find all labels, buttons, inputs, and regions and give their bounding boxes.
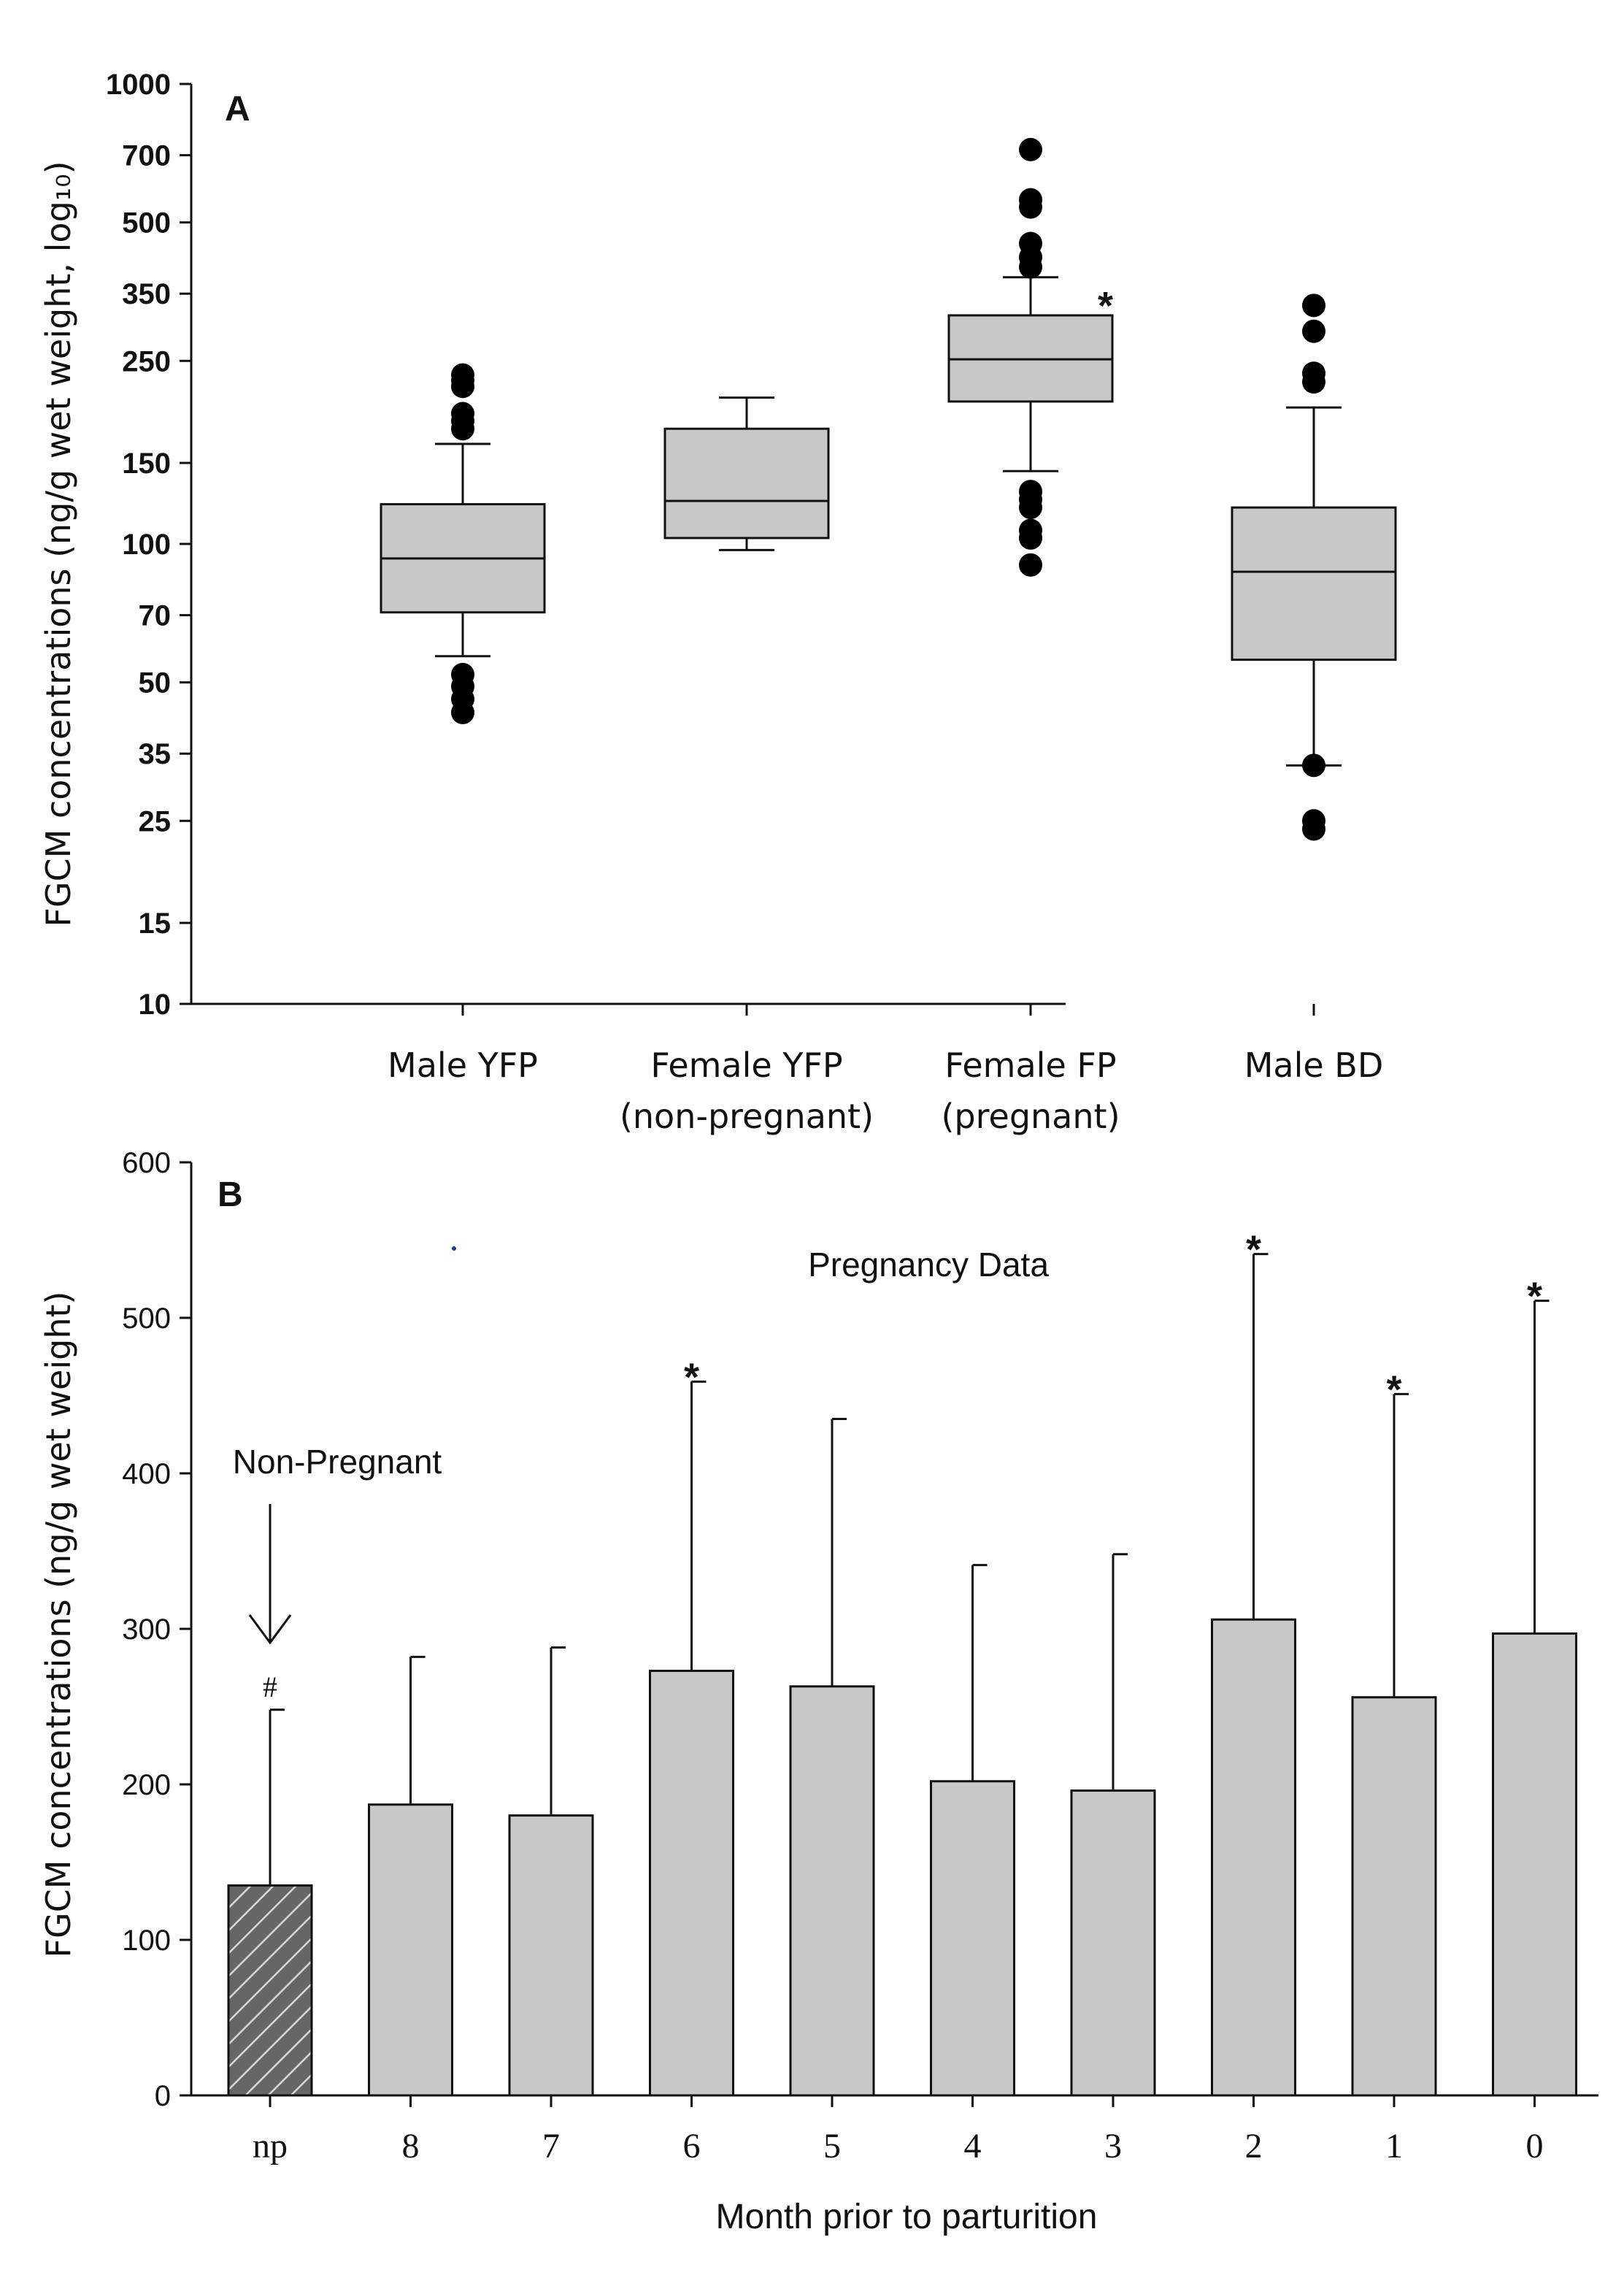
significance-marker: * xyxy=(684,1355,699,1399)
x-tick-label: 3 xyxy=(1104,2127,1122,2165)
x-category-label: Male YFP xyxy=(388,1046,538,1085)
bar xyxy=(1492,1632,1577,2097)
bar xyxy=(1070,1789,1156,2097)
outlier-point xyxy=(1019,553,1042,577)
y-tick-label: 400 xyxy=(122,1458,171,1490)
x-category-label: Male BD xyxy=(1244,1046,1384,1085)
outlier-point xyxy=(1302,817,1325,841)
bar-group-np: # xyxy=(227,1670,313,2097)
x-tick-label: 5 xyxy=(823,2127,841,2165)
panel-label: B xyxy=(218,1175,243,1214)
y-tick-label: 700 xyxy=(122,140,171,172)
significance-marker: # xyxy=(263,1670,277,1703)
bar-group-8 xyxy=(368,1655,453,2097)
outlier-point xyxy=(1302,319,1325,343)
bar xyxy=(227,1884,313,2097)
panel-label: A xyxy=(225,90,250,128)
outlier-point xyxy=(1019,526,1042,550)
y-tick-label: 150 xyxy=(122,448,171,480)
box-4 xyxy=(1231,294,1397,841)
bar xyxy=(789,1685,875,2097)
bar-group-1: * xyxy=(1351,1367,1437,2097)
box-iqr xyxy=(1231,506,1397,661)
outlier-point xyxy=(1302,370,1325,394)
y-tick-label: 35 xyxy=(139,738,172,770)
x-tick-label: 6 xyxy=(683,2127,701,2165)
x-tick-label: 1 xyxy=(1385,2127,1403,2165)
chart-title: Pregnancy Data xyxy=(808,1246,1049,1284)
significance-marker: * xyxy=(1527,1275,1542,1319)
y-tick-label: 100 xyxy=(122,1925,171,1957)
y-tick-label: 25 xyxy=(139,805,172,837)
y-tick-label: 0 xyxy=(155,2080,171,2112)
y-tick-label: 500 xyxy=(122,1303,171,1335)
outlier-point xyxy=(1019,137,1042,161)
bar xyxy=(930,1780,1015,2097)
bar-group-7 xyxy=(508,1646,594,2097)
y-tick-label: 10 xyxy=(139,989,172,1021)
y-axis-title: FGCM concentrations (ng/g wet weight, lo… xyxy=(39,161,78,927)
x-tick-label: 8 xyxy=(402,2127,420,2165)
box-2 xyxy=(663,396,830,551)
y-tick-label: 250 xyxy=(122,345,171,377)
bar xyxy=(649,1670,734,2097)
outlier-point xyxy=(451,417,474,441)
bar xyxy=(368,1803,453,2097)
bar-group-3 xyxy=(1070,1553,1156,2097)
x-axis-title: Month prior to parturition xyxy=(716,2198,1098,2236)
bar-group-2: * xyxy=(1211,1228,1296,2097)
y-axis-title: FGCM concentrations (ng/g wet weight) xyxy=(39,1292,78,1958)
significance-marker: * xyxy=(1246,1228,1261,1272)
x-category-label: Female YFP xyxy=(650,1046,842,1085)
outlier-point xyxy=(1019,195,1042,219)
bar-group-6: * xyxy=(649,1355,734,2097)
box-1 xyxy=(380,363,546,724)
x-category-sublabel: (pregnant) xyxy=(941,1097,1120,1136)
annotation-label: Non-Pregnant xyxy=(233,1443,442,1481)
box-3: * xyxy=(947,137,1114,577)
bar xyxy=(508,1814,594,2097)
panel-b: B 0 100 200 300 400 500 600 FGCM concentrations … xyxy=(39,1147,1598,2236)
x-tick-label: 0 xyxy=(1526,2127,1544,2165)
x-tick-label: 7 xyxy=(542,2127,560,2165)
bar xyxy=(1211,1618,1296,2097)
y-tick-label: 1000 xyxy=(106,69,171,101)
outlier-point xyxy=(1302,753,1325,778)
bar-group-5 xyxy=(789,1417,875,2097)
x-tick-label: 4 xyxy=(964,2127,982,2165)
y-tick-label: 300 xyxy=(122,1614,171,1646)
y-tick-label: 350 xyxy=(122,278,171,310)
x-tick-label: 2 xyxy=(1245,2127,1263,2165)
x-tick-label: np xyxy=(253,2127,288,2165)
x-category-sublabel: (non-pregnant) xyxy=(620,1097,874,1136)
y-tick-label: 500 xyxy=(122,207,171,239)
annotation-arrow-head xyxy=(248,1614,292,1645)
y-tick-label: 100 xyxy=(122,529,171,561)
bar-group-4 xyxy=(930,1564,1015,2097)
outlier-point xyxy=(451,375,474,399)
significance-marker: * xyxy=(1098,284,1113,328)
outlier-point xyxy=(451,700,474,724)
x-category-label: Female FP xyxy=(944,1046,1116,1085)
y-tick-label: 70 xyxy=(139,600,172,632)
outlier-point xyxy=(1019,255,1042,279)
outlier-point xyxy=(1302,294,1325,318)
stray-dot xyxy=(452,1246,456,1251)
significance-marker: * xyxy=(1386,1367,1401,1411)
y-tick-label: 600 xyxy=(122,1147,171,1179)
outlier-point xyxy=(1019,496,1042,520)
bar xyxy=(1351,1696,1437,2097)
y-tick-label: 15 xyxy=(139,908,172,940)
y-tick-label: 200 xyxy=(122,1769,171,1801)
panel-a: A 10 15 25 35 50 70 100 150 250 350 500 700 1000 FGCM … xyxy=(39,69,1397,1136)
box-iqr xyxy=(663,427,830,540)
y-tick-label: 50 xyxy=(139,667,172,699)
bar-group-0: * xyxy=(1492,1275,1577,2097)
